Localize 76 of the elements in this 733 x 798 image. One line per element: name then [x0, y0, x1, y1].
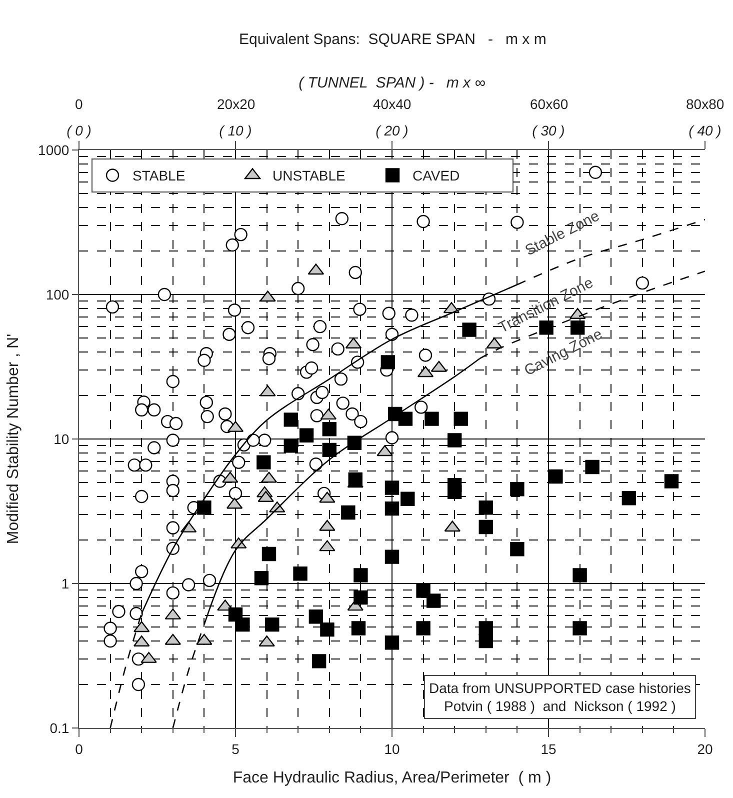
- point: [478, 621, 493, 636]
- point: [548, 469, 563, 484]
- point: [320, 622, 334, 637]
- point: [448, 433, 462, 448]
- point: [462, 322, 476, 337]
- point: [448, 484, 462, 500]
- x-tick-label: 15: [540, 740, 556, 757]
- point: [354, 568, 368, 582]
- y-tick-label: 10: [54, 430, 70, 447]
- y-tick-label: 1: [61, 575, 70, 592]
- point: [384, 635, 400, 650]
- point: [299, 428, 314, 442]
- point: [572, 621, 587, 636]
- text: 80x80: [686, 96, 724, 112]
- annotation: Data from UNSUPPORTED case histories Potvin ( 1988 ) and Nickson ( 1992 ): [429, 680, 691, 714]
- point: [351, 621, 366, 636]
- point: [254, 570, 269, 586]
- point: [262, 546, 276, 562]
- point: [416, 584, 430, 598]
- y-tick-label: 1000: [38, 142, 70, 158]
- y-tick-label: 100: [46, 286, 70, 302]
- x2-tick-label: ( 40 ): [688, 122, 722, 138]
- text: 60x60: [530, 96, 568, 112]
- point: [256, 455, 271, 470]
- legend-label: UNSTABLE: [272, 168, 346, 184]
- point: [354, 590, 368, 605]
- x-axis-title: Face Hydraulic Radius, Area/Perimeter ( m ): [232, 770, 552, 786]
- legend-label: CAVED: [412, 168, 460, 184]
- x2-tick-label: ( 10 ): [219, 122, 252, 138]
- legend-label: STABLE: [132, 168, 186, 184]
- text: 0: [75, 96, 83, 112]
- y-tick-label: 0.1: [50, 720, 70, 736]
- point: [424, 412, 439, 426]
- text: 20x20: [217, 96, 256, 112]
- point: [265, 617, 280, 632]
- point: [384, 550, 400, 564]
- point: [322, 422, 336, 436]
- x2-tick-label: ( 0 ): [66, 122, 92, 138]
- point: [622, 490, 636, 506]
- point: [380, 355, 396, 370]
- point: [478, 520, 493, 534]
- point: [197, 500, 212, 515]
- point: [478, 634, 493, 648]
- point: [293, 566, 308, 581]
- point: [284, 438, 298, 453]
- point: [572, 568, 587, 582]
- x2-tick-label: ( 20 ): [376, 122, 408, 138]
- point: [664, 474, 679, 488]
- x-tick-label: 5: [232, 740, 240, 757]
- point: [384, 480, 400, 495]
- point: [236, 617, 250, 632]
- point: [384, 501, 400, 516]
- point: [398, 412, 413, 426]
- point: [322, 442, 336, 458]
- point: [510, 542, 524, 556]
- x2-tick-label: ( 30 ): [532, 122, 565, 138]
- text: 40x40: [373, 96, 412, 112]
- x2-axis-title: ( TUNNEL SPAN ) - m x ∞: [298, 74, 486, 92]
- point: [284, 412, 298, 427]
- point: [308, 610, 324, 624]
- point: [312, 654, 326, 668]
- point: [416, 621, 430, 636]
- point: [478, 500, 493, 515]
- point: [400, 492, 415, 506]
- point: [454, 412, 468, 426]
- annotation: Stable Zone: [522, 207, 602, 260]
- y-axis-title: Modified Stability Number , N': [4, 334, 22, 544]
- point: [348, 472, 362, 487]
- x-tick-label: 0: [75, 740, 84, 757]
- chart-title: Equivalent Spans: SQUARE SPAN - m x m: [239, 31, 546, 48]
- x-tick-label: 10: [384, 740, 400, 757]
- x-tick-label: 20: [697, 740, 713, 757]
- point: [510, 482, 524, 496]
- point: [585, 460, 600, 474]
- point: [341, 505, 356, 520]
- point: [426, 594, 441, 608]
